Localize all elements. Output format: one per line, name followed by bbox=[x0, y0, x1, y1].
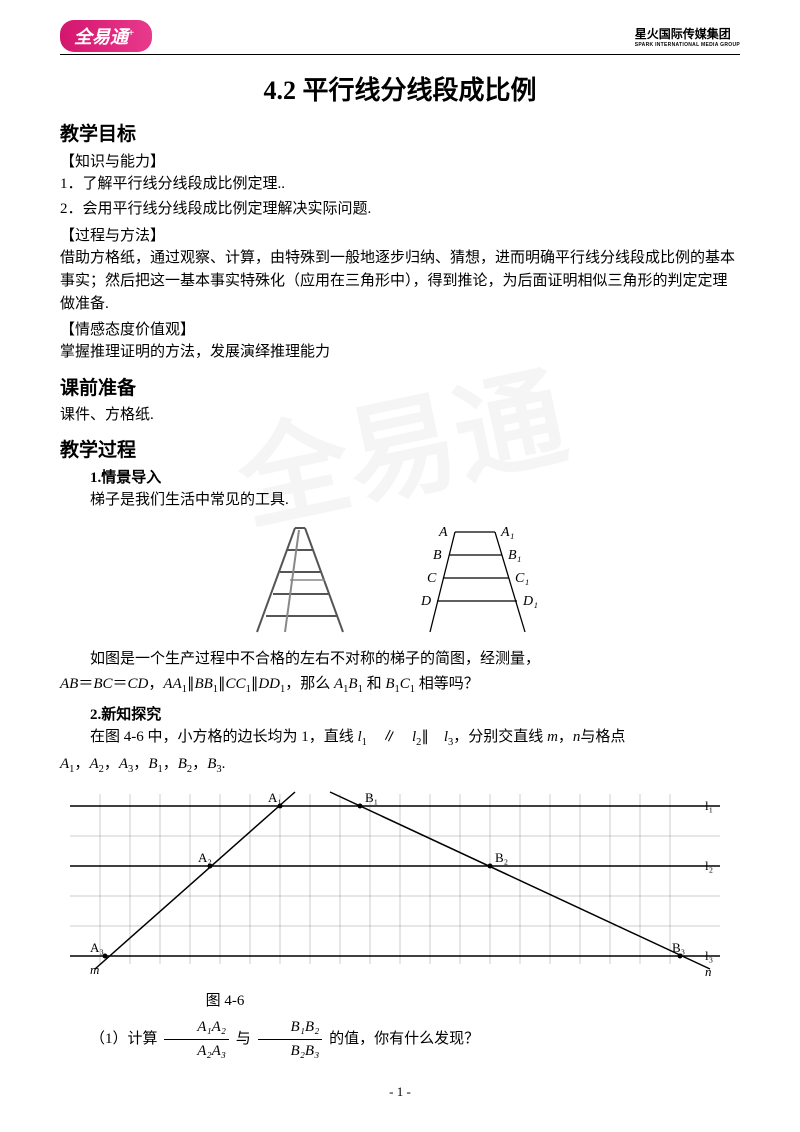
process-text: 借助方格纸，通过观察、计算，由特殊到一般地逐步归纳、猜想，进而明确平行线分线段成… bbox=[60, 247, 740, 317]
page-header: 全易通+ 星火国际传媒集团 SPARK INTERNATIONAL MEDIA … bbox=[60, 20, 740, 55]
knowledge-item-2: 2．会用平行线分线段成比例定理解决实际问题. bbox=[60, 198, 740, 221]
media-group-sub: SPARK INTERNATIONAL MEDIA GROUP bbox=[635, 42, 740, 48]
fraction-2: B₁B₂ B₂B₃ bbox=[258, 1016, 323, 1064]
svg-text:m: m bbox=[90, 962, 99, 977]
f2-den: B₂B₃ bbox=[258, 1040, 323, 1063]
explore-p1: 在图 4-6 中，小方格的边长均为 1，直线 l1 ∥ l2∥ l3，分别交直线… bbox=[60, 726, 740, 751]
logo-text: 全易通 bbox=[74, 27, 128, 47]
prep-heading: 课前准备 bbox=[60, 373, 740, 400]
process-label: 【过程与方法】 bbox=[60, 224, 740, 245]
attitude-text: 掌握推理证明的方法，发展演绎推理能力 bbox=[60, 341, 740, 364]
logo-badge: 全易通+ bbox=[60, 20, 152, 52]
svg-text:D₁: D₁ bbox=[522, 594, 538, 609]
knowledge-label: 【知识与能力】 bbox=[60, 150, 740, 171]
question-1: （1）计算 A₁A₂ A₂A₃ 与 B₁B₂ B₂B₃ 的值，你有什么发现？ bbox=[60, 1016, 740, 1064]
q1-pre: （1）计算 bbox=[90, 1031, 158, 1047]
svg-text:A₃: A₃ bbox=[90, 940, 104, 955]
media-group-text: 星火国际传媒集团 bbox=[635, 27, 731, 41]
svg-text:B₂: B₂ bbox=[495, 850, 508, 865]
svg-text:l₁: l₁ bbox=[705, 798, 713, 813]
page-title: 4.2 平行线分线段成比例 bbox=[60, 70, 740, 107]
prep-text: 课件、方格纸. bbox=[60, 404, 740, 427]
figure-label: 图 4-6 bbox=[0, 989, 740, 1010]
f1-num: A₁A₂ bbox=[164, 1016, 229, 1040]
svg-text:D: D bbox=[420, 594, 431, 609]
svg-text:A₁: A₁ bbox=[268, 790, 282, 805]
svg-text:B: B bbox=[433, 548, 442, 563]
grid-figure: A₁A₂A₃ B₁B₂B₃ l₁l₂l₃ m n 图 4-6 bbox=[60, 784, 740, 1010]
explore-p1b: A1，A2，A3，B1，B2，B3. bbox=[60, 753, 740, 778]
svg-text:l₃: l₃ bbox=[705, 948, 713, 963]
media-group-label: 星火国际传媒集团 SPARK INTERNATIONAL MEDIA GROUP bbox=[635, 25, 740, 48]
page-footer: - 1 - bbox=[60, 1084, 740, 1100]
knowledge-item-1: 1．了解平行线分线段成比例定理.. bbox=[60, 173, 740, 196]
scene-heading: 1.情景导入 bbox=[90, 466, 740, 487]
scene-question-pre: 如图是一个生产过程中不合格的左右不对称的梯子的简图，经测量， bbox=[60, 648, 740, 671]
svg-text:A₁: A₁ bbox=[500, 525, 514, 540]
fraction-1: A₁A₂ A₂A₃ bbox=[164, 1016, 229, 1064]
svg-text:l₂: l₂ bbox=[705, 858, 713, 873]
grid-diagram: A₁ A₂ A₃ B₁ B₂ B₃ l₁ l₂ l₃ m n bbox=[60, 784, 740, 984]
svg-text:C₁: C₁ bbox=[515, 571, 529, 586]
scene-text: 梯子是我们生活中常见的工具. bbox=[60, 489, 740, 512]
svg-text:B₁: B₁ bbox=[508, 548, 521, 563]
q1-post: 的值，你有什么发现？ bbox=[329, 1031, 479, 1047]
f2-num: B₁B₂ bbox=[258, 1016, 323, 1040]
explore-heading: 2.新知探究 bbox=[90, 703, 740, 724]
svg-text:B₁: B₁ bbox=[365, 790, 378, 805]
proc-heading: 教学过程 bbox=[60, 435, 740, 462]
ladder-photo-icon bbox=[235, 520, 365, 640]
page-number: - 1 - bbox=[389, 1084, 411, 1099]
svg-text:B₃: B₃ bbox=[672, 940, 685, 955]
logo-sup: + bbox=[128, 27, 134, 39]
f1-den: A₂A₃ bbox=[164, 1040, 229, 1063]
q1-mid: 与 bbox=[236, 1031, 251, 1047]
figure-row-ladder: A A₁ B B₁ C C₁ D D₁ bbox=[60, 520, 740, 640]
ladder-diagram: A A₁ B B₁ C C₁ D D₁ bbox=[395, 520, 565, 640]
svg-text:A: A bbox=[438, 525, 448, 540]
svg-text:A₂: A₂ bbox=[198, 850, 212, 865]
attitude-label: 【情感态度价值观】 bbox=[60, 318, 740, 339]
goal-heading: 教学目标 bbox=[60, 119, 740, 146]
scene-question-math: AB＝BC＝CD，AA1∥BB1∥CC1∥DD1，那么 A1B1 和 B1C1 … bbox=[60, 673, 740, 698]
svg-text:n: n bbox=[705, 964, 712, 979]
svg-text:C: C bbox=[427, 571, 437, 586]
